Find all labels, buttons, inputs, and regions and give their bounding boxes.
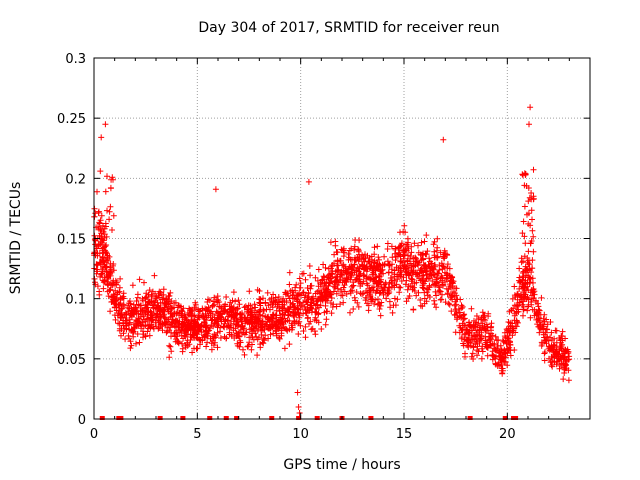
x-tick-label: 10 bbox=[292, 427, 309, 442]
zero-value-point bbox=[223, 416, 229, 420]
zero-value-point bbox=[296, 416, 302, 420]
axis-ticks: 0 5 10 15 20 0 0.05 0.1 0.15 0.2 0.25 0.3 bbox=[57, 52, 590, 442]
x-tick-label: 5 bbox=[193, 427, 201, 442]
zero-value-point bbox=[118, 416, 124, 420]
series-srmtid-markers bbox=[91, 104, 573, 416]
y-tick-label: 0.25 bbox=[57, 112, 86, 127]
zero-value-point bbox=[269, 416, 275, 420]
grid-lines bbox=[94, 58, 590, 419]
y-tick-label: 0.3 bbox=[65, 52, 86, 67]
y-tick-label: 0.15 bbox=[57, 233, 86, 248]
zero-value-point bbox=[234, 416, 240, 420]
zero-value-point bbox=[368, 416, 374, 420]
chart-title: Day 304 of 2017, SRMTID for receiver reu… bbox=[198, 20, 499, 36]
zero-value-point bbox=[157, 416, 163, 420]
x-tick-label: 20 bbox=[499, 427, 516, 442]
x-axis-label: GPS time / hours bbox=[283, 457, 400, 473]
y-tick-label: 0.1 bbox=[65, 293, 86, 308]
zero-value-point bbox=[207, 416, 213, 420]
x-tick-label: 15 bbox=[396, 427, 413, 442]
plot-frame bbox=[93, 57, 591, 420]
zero-value-point bbox=[180, 416, 186, 420]
zero-value-point bbox=[99, 416, 105, 420]
y-tick-label: 0.2 bbox=[65, 172, 86, 187]
y-tick-label: 0.05 bbox=[57, 353, 86, 368]
x-tick-label: 0 bbox=[90, 427, 98, 442]
y-tick-label: 0 bbox=[78, 413, 86, 428]
zero-value-point bbox=[513, 416, 519, 420]
zero-value-point bbox=[314, 416, 320, 420]
zero-value-point bbox=[502, 416, 508, 420]
zero-value-point bbox=[467, 416, 473, 420]
data-points bbox=[91, 104, 573, 420]
y-axis-label: SRMTID / TECUs bbox=[8, 182, 24, 295]
